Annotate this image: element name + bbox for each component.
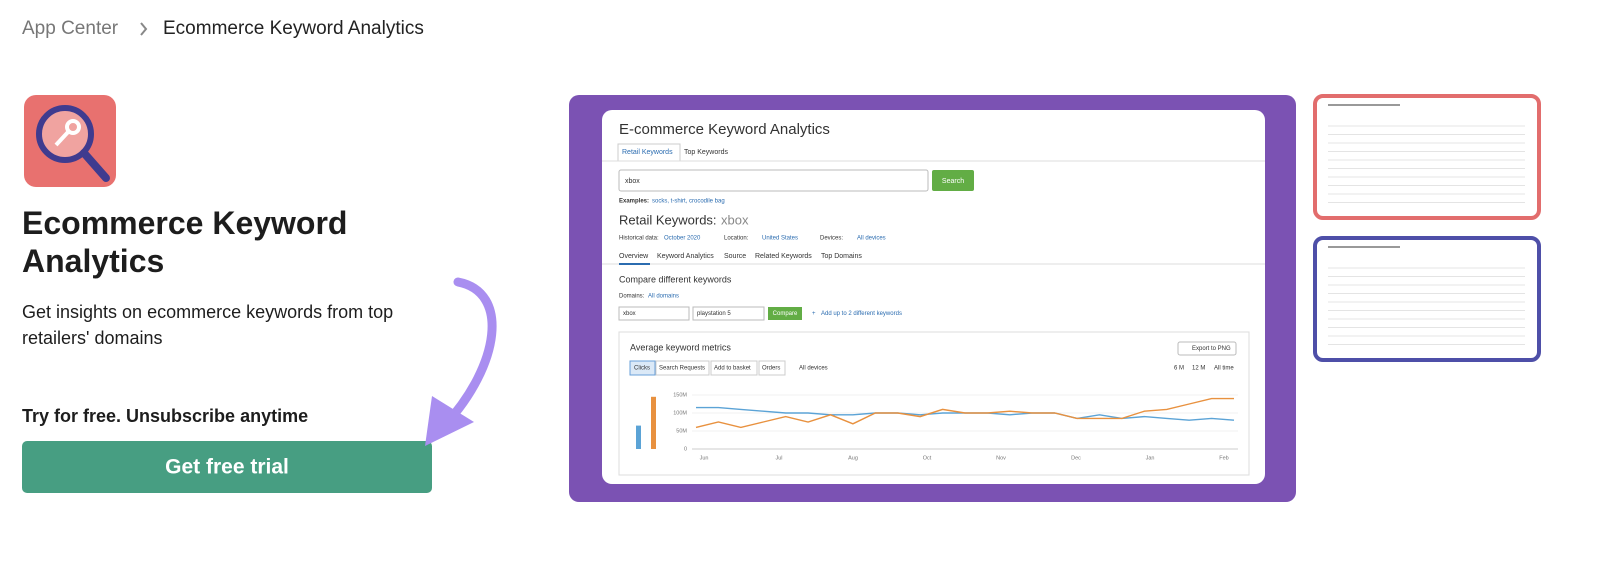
- nav: Keyword Analytics: [657, 253, 714, 260]
- export-button: [1177, 341, 1237, 356]
- x-tick-label: Oct: [923, 455, 932, 461]
- nav: Source: [724, 253, 746, 260]
- thumbnail[interactable]: [1313, 94, 1541, 220]
- filter-label: Devices:: [820, 236, 843, 242]
- period: All time: [1214, 366, 1234, 372]
- metric: Orders: [762, 366, 780, 372]
- x-tick-label: Feb: [1219, 455, 1228, 461]
- filter-label: Historical data:: [619, 236, 659, 242]
- filter-value: All devices: [857, 236, 886, 242]
- x-tick-label: Dec: [1071, 455, 1081, 461]
- y-tick-label: 50M: [676, 428, 687, 434]
- metric-button: [758, 360, 786, 376]
- chart-title: Average keyword metrics: [630, 342, 731, 352]
- domains-value: All domains: [648, 294, 679, 300]
- compare-label: Compare: [773, 311, 798, 317]
- thumbnail[interactable]: [1313, 236, 1541, 362]
- y-tick-label: 0: [684, 446, 687, 452]
- metric: Search Requests: [659, 366, 705, 372]
- search-input: [618, 169, 929, 192]
- offer: Try for free. Unsubscribe anytime: [22, 406, 309, 426]
- breadcrumb-current: Ecommerce Keyword Analytics: [163, 18, 424, 39]
- preview-title: E-commerce Keyword Analytics: [619, 121, 830, 138]
- metric-active: [629, 360, 656, 376]
- heading-keyword: xbox: [721, 212, 749, 227]
- nav: Overview: [619, 253, 649, 260]
- arrow-head: [425, 396, 474, 446]
- chart-box: [618, 331, 1250, 476]
- keyword: xbox: [623, 311, 636, 317]
- search-label: Search: [942, 178, 964, 185]
- filter-label: Location:: [724, 236, 749, 242]
- x-tick-label: Jul: [775, 455, 782, 461]
- breadcrumb-link[interactable]: App Center: [22, 18, 119, 39]
- series-line: [695, 397, 1234, 429]
- keyword-input: [692, 306, 765, 321]
- export-label: Export to PNG: [1192, 346, 1231, 352]
- cta-button[interactable]: [22, 441, 432, 493]
- compare-title: Compare different keywords: [619, 274, 732, 284]
- nav: Top Domains: [821, 253, 862, 260]
- icon-handle: [80, 149, 110, 182]
- chevron: [140, 22, 148, 36]
- examples: socks, t-shirt, crocodile bag: [652, 199, 725, 205]
- app-description: Get insights on ecommerce keywords from …: [22, 302, 394, 348]
- y-tick-label: 100M: [673, 410, 687, 416]
- compare-button: [768, 307, 802, 320]
- devices: All devices: [799, 366, 828, 372]
- domains-label: Domains:: [619, 294, 645, 300]
- plus: +: [812, 311, 816, 317]
- search-value: xbox: [625, 178, 640, 185]
- add-keywords: Add up to 2 different keywords: [821, 311, 902, 317]
- x-tick-label: Nov: [996, 455, 1006, 461]
- period: 12 M: [1192, 366, 1205, 372]
- keyword: playstation 5: [697, 311, 731, 317]
- heading: Retail Keywords:: [619, 212, 717, 227]
- summary-bar: [636, 425, 641, 449]
- metric: Add to basket: [714, 366, 751, 372]
- metric-button: [710, 360, 758, 376]
- filter-value: United States: [762, 236, 798, 242]
- y-tick-label: 150M: [673, 392, 687, 398]
- cta-label[interactable]: Get free trial: [165, 456, 289, 479]
- examples-label: Examples:: [619, 199, 649, 205]
- metric: Clicks: [634, 366, 650, 372]
- period: 6 M: [1174, 366, 1184, 372]
- keyword-input: [618, 306, 690, 321]
- app-title: Ecommerce Keyword Analytics: [22, 205, 348, 279]
- arrow: [440, 277, 497, 430]
- nav: Related Keywords: [755, 253, 812, 260]
- icon-key: [65, 119, 81, 135]
- filter-value: October 2020: [664, 236, 701, 242]
- thumbnail-lines: [1328, 104, 1525, 345]
- metric-button: [655, 360, 710, 376]
- search-button: [932, 170, 974, 191]
- tab: Retail Keywords: [622, 149, 673, 156]
- tab: Top Keywords: [684, 149, 728, 156]
- summary-bar: [651, 396, 656, 449]
- x-tick-label: Jan: [1146, 455, 1155, 461]
- icon-key-stem: [54, 129, 71, 147]
- x-tick-label: Aug: [848, 455, 858, 461]
- x-tick-label: Jun: [700, 455, 709, 461]
